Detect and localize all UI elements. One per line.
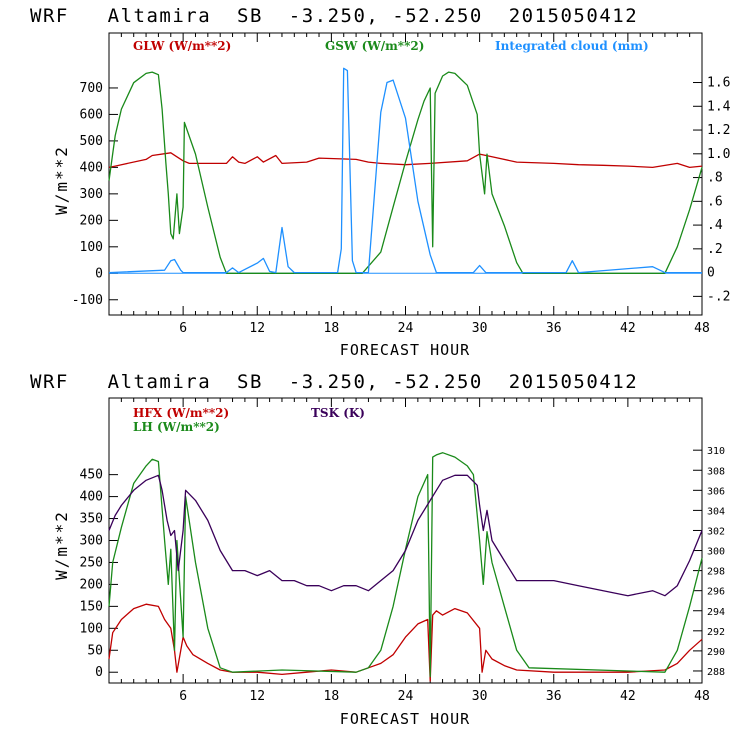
top-series-glw <box>108 152 703 169</box>
bottom-y2-tick-label: 292 <box>707 627 725 638</box>
chart-top-xlabel: FORECAST HOUR <box>340 341 470 359</box>
top-y-tick-label: 400 <box>80 160 103 175</box>
bottom-y2-tick-label: 300 <box>707 547 725 558</box>
chart-bottom-frame <box>108 397 703 684</box>
bottom-x-tick-label: 18 <box>324 689 340 704</box>
bottom-x-tick-label: 36 <box>546 689 562 704</box>
chart-top-title: WRF Altamira SB -3.250, -52.250 20150504… <box>30 5 638 27</box>
top-x-tick-label: 18 <box>324 321 340 336</box>
chart-top-series <box>108 67 703 274</box>
bottom-x-tick-label: 24 <box>398 689 414 704</box>
bottom-y-tick-label: 100 <box>80 621 103 636</box>
bottom-x-tick-label: 30 <box>472 689 488 704</box>
top-y2-tick-label: .8 <box>707 171 723 186</box>
top-x-tick-label: 12 <box>249 321 265 336</box>
chart-top-ylabel: W/m**2 <box>52 145 71 215</box>
top-y-tick-label: 500 <box>80 134 103 149</box>
bottom-y2-tick-label: 298 <box>707 567 725 578</box>
bottom-series-hfx <box>108 603 703 682</box>
bottom-y-tick-label: 400 <box>80 490 103 505</box>
top-y2-tick-label: .2 <box>707 242 723 257</box>
bottom-x-tick-label: 42 <box>620 689 636 704</box>
chart-top-axes: 6 12 18 24 30 36 42 48 -100 0 100 200 300 400 500 600 70… <box>72 33 731 336</box>
bottom-y-tick-label: 300 <box>80 534 103 549</box>
top-series-gsw <box>108 71 703 274</box>
top-y2-tick-label: 1.4 <box>707 99 731 114</box>
bottom-x-tick-label: 12 <box>249 689 265 704</box>
bottom-y2-tick-label: 294 <box>707 607 725 618</box>
bottom-y-tick-label: 50 <box>87 643 103 658</box>
top-y2-tick-label: 1.6 <box>707 76 730 91</box>
top-x-tick-label: 30 <box>472 321 488 336</box>
bottom-series-lh <box>108 452 703 678</box>
top-series-integrated <box>108 67 702 274</box>
top-y-tick-label: 300 <box>80 187 103 202</box>
bottom-y-tick-label: 450 <box>80 468 103 483</box>
top-x-tick-label: 6 <box>179 321 187 336</box>
chart-bottom-series <box>108 452 703 682</box>
bottom-y2-tick-label: 290 <box>707 647 725 658</box>
bottom-y2-tick-label: 308 <box>707 466 725 477</box>
top-x-tick-label: 36 <box>546 321 562 336</box>
bottom-y-tick-label: 150 <box>80 599 103 614</box>
legend-lh: LH (W/m**2) <box>133 420 220 434</box>
top-y2-tick-label: 0 <box>707 266 715 281</box>
bottom-x-tick-label: 6 <box>179 689 187 704</box>
chart-bottom-axes: 6 12 18 24 30 36 42 48 0 50 100 150 200 250 300 350 400 4… <box>80 398 725 704</box>
top-y2-tick-label: 1.2 <box>707 123 730 138</box>
top-y-tick-label: -100 <box>72 293 103 308</box>
bottom-y-tick-label: 250 <box>80 555 103 570</box>
top-y2-tick-label: -.2 <box>707 289 730 304</box>
legend-gsw: GSW (W/m**2) <box>325 39 424 53</box>
bottom-y2-tick-label: 296 <box>707 587 725 598</box>
top-y-tick-label: 100 <box>80 240 103 255</box>
chart-top: WRF Altamira SB -3.250, -52.250 20150504… <box>30 5 731 359</box>
top-y-tick-label: 600 <box>80 107 103 122</box>
legend-integrated-cloud: Integrated cloud (mm) <box>495 39 649 53</box>
chart-bottom-ylabel: W/m**2 <box>52 510 71 580</box>
bottom-y2-tick-label: 302 <box>707 526 725 537</box>
top-y-tick-label: 700 <box>80 81 103 96</box>
bottom-y2-tick-label: 306 <box>707 486 725 497</box>
top-x-tick-label: 24 <box>398 321 414 336</box>
bottom-y-tick-label: 350 <box>80 512 103 527</box>
bottom-x-tick-label: 48 <box>694 689 710 704</box>
top-y2-tick-label: .4 <box>707 218 723 233</box>
top-x-tick-label: 48 <box>694 321 710 336</box>
chart-bottom-title: WRF Altamira SB -3.250, -52.250 20150504… <box>30 371 638 393</box>
bottom-y-tick-label: 0 <box>95 665 103 680</box>
top-y2-tick-label: .6 <box>707 194 723 209</box>
bottom-series-tsk <box>108 474 703 597</box>
bottom-y-tick-label: 200 <box>80 577 103 592</box>
chart-bottom-xlabel: FORECAST HOUR <box>340 710 470 728</box>
top-x-tick-label: 42 <box>620 321 636 336</box>
bottom-y2-tick-label: 288 <box>707 667 725 678</box>
top-y-tick-label: 0 <box>95 266 103 281</box>
chart-bottom: WRF Altamira SB -3.250, -52.250 20150504… <box>30 371 725 728</box>
legend-tsk: TSK (K) <box>311 406 365 420</box>
bottom-y2-tick-label: 304 <box>707 506 725 517</box>
legend-glw: GLW (W/m**2) <box>133 39 231 53</box>
top-y2-tick-label: 1.0 <box>707 147 730 162</box>
legend-hfx: HFX (W/m**2) <box>133 406 229 420</box>
top-y-tick-label: 200 <box>80 213 103 228</box>
bottom-y2-tick-label: 310 <box>707 446 725 457</box>
